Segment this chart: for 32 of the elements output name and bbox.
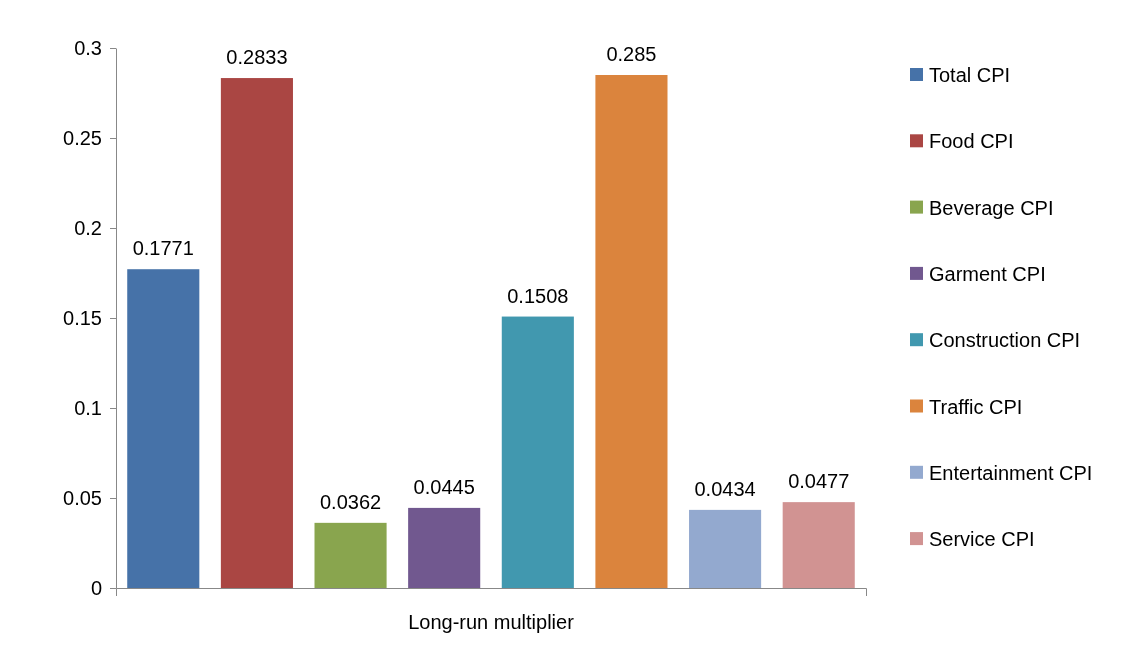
bar [408, 507, 481, 588]
bar [782, 502, 855, 588]
data-label: 0.285 [606, 43, 657, 65]
bar [127, 269, 200, 588]
data-label: 0.0477 [788, 470, 850, 493]
y-tick-label: 0.15 [63, 306, 102, 329]
bar [501, 316, 574, 588]
y-tick-label: 0.3 [74, 36, 102, 59]
legend-label: Service CPI [929, 528, 1035, 551]
legend-label: Entertainment CPI [929, 461, 1093, 484]
bar [689, 509, 762, 588]
legend-label: Food CPI [929, 130, 1014, 153]
y-tick-label: 0 [90, 576, 102, 599]
bar [220, 78, 293, 588]
y-tick-label: 0.25 [63, 126, 102, 149]
bar [314, 522, 387, 588]
y-tick-label: 0.1 [74, 396, 102, 419]
x-tick-label: Long-run multiplier [408, 611, 575, 633]
bar [595, 75, 668, 588]
y-tick-label: 0.05 [63, 486, 102, 509]
legend-label: Beverage CPI [929, 196, 1054, 219]
data-label: 0.1508 [507, 284, 569, 307]
data-label: 0.0434 [694, 477, 756, 500]
data-label: 0.1771 [132, 237, 194, 260]
data-label: 0.2833 [226, 46, 288, 69]
legend-label: Traffic CPI [929, 395, 1023, 418]
y-tick-label: 0.2 [74, 216, 102, 239]
legend-label: Construction CPI [929, 329, 1081, 352]
data-label: 0.0362 [319, 490, 382, 513]
legend-label: Total CPI [929, 64, 1011, 86]
legend-label: Garment CPI [929, 262, 1046, 285]
data-label: 0.0445 [413, 475, 475, 498]
